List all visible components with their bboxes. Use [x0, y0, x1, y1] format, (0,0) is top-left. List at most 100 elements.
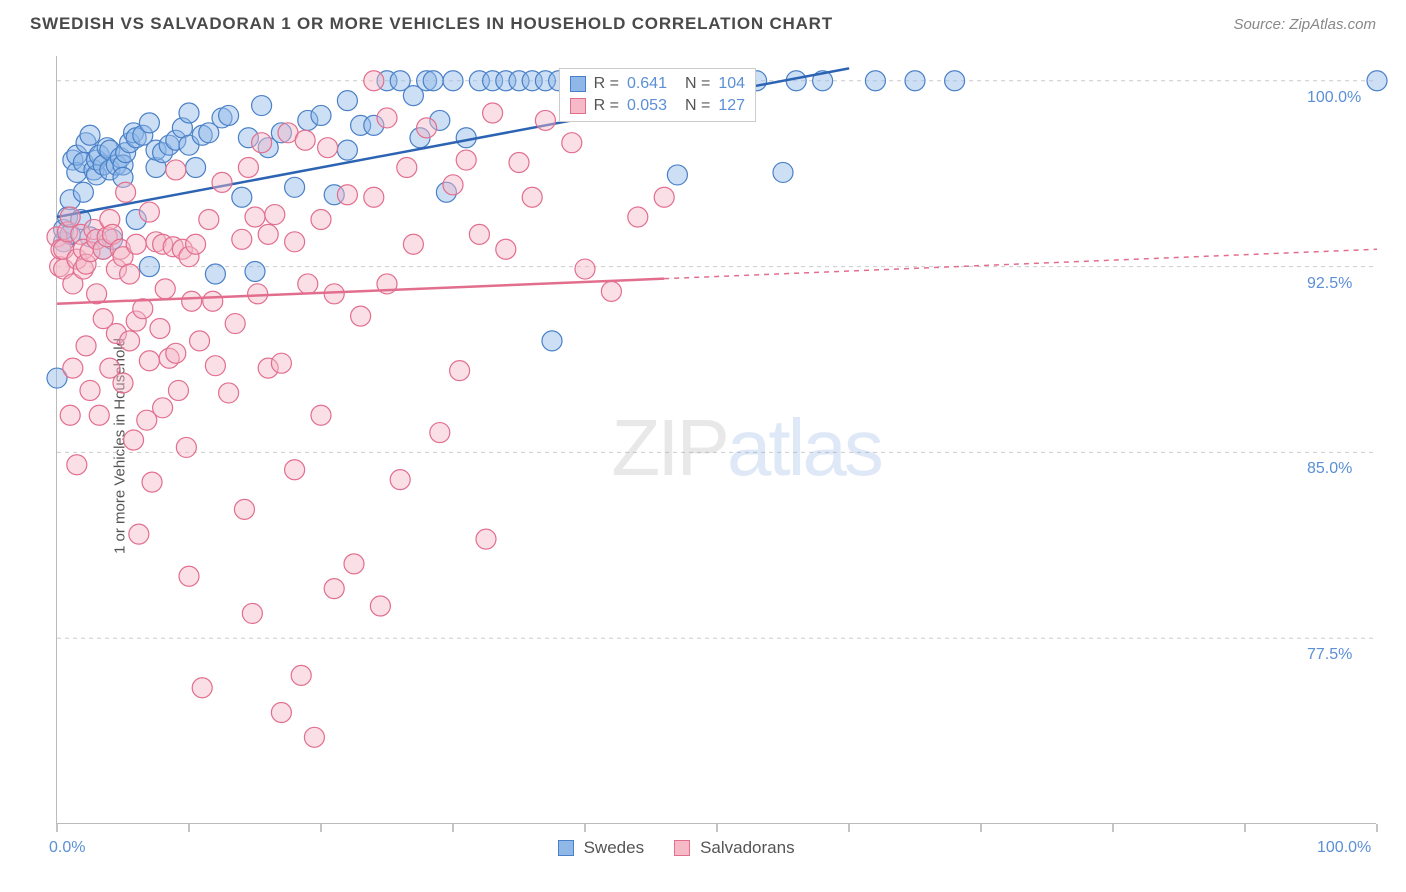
data-point: [67, 455, 87, 475]
data-point: [245, 207, 265, 227]
data-point: [351, 306, 371, 326]
data-point: [89, 405, 109, 425]
data-point: [182, 291, 202, 311]
data-point: [667, 165, 687, 185]
data-point: [773, 162, 793, 182]
data-point: [252, 96, 272, 116]
data-point: [60, 405, 80, 425]
legend-r-label: R =: [594, 97, 619, 115]
data-point: [63, 358, 83, 378]
stats-legend-row: R =0.641N =104: [570, 73, 745, 95]
legend-item: Salvadorans: [674, 838, 795, 858]
data-point: [865, 71, 885, 91]
data-point: [390, 470, 410, 490]
legend-swatch: [674, 840, 690, 856]
data-point: [252, 133, 272, 153]
data-point: [535, 110, 555, 130]
data-point: [285, 177, 305, 197]
correlation-chart: SWEDISH VS SALVADORAN 1 OR MORE VEHICLES…: [0, 0, 1406, 892]
legend-r-value: 0.053: [627, 97, 667, 115]
data-point: [190, 331, 210, 351]
data-point: [291, 665, 311, 685]
data-point: [153, 398, 173, 418]
data-point: [80, 125, 100, 145]
legend-swatch: [570, 98, 586, 114]
data-point: [311, 105, 331, 125]
data-point: [337, 140, 357, 160]
data-point: [496, 239, 516, 259]
data-point: [179, 566, 199, 586]
data-point: [179, 103, 199, 123]
data-point: [168, 380, 188, 400]
x-tick-label: 0.0%: [49, 839, 85, 857]
data-point: [245, 262, 265, 282]
series-legend: Swedes Salvadorans: [558, 838, 795, 858]
data-point: [192, 678, 212, 698]
data-point: [285, 232, 305, 252]
data-point: [205, 264, 225, 284]
legend-n-value: 104: [718, 75, 745, 93]
data-point: [337, 91, 357, 111]
legend-item: Swedes: [558, 838, 644, 858]
data-point: [483, 103, 503, 123]
data-point: [562, 133, 582, 153]
trend-line: [57, 279, 664, 304]
data-point: [176, 437, 196, 457]
legend-swatch: [570, 76, 586, 92]
data-point: [139, 257, 159, 277]
data-point: [116, 182, 136, 202]
data-point: [397, 157, 417, 177]
data-point: [219, 383, 239, 403]
legend-swatch: [558, 840, 574, 856]
data-point: [304, 727, 324, 747]
data-point: [265, 205, 285, 225]
stats-legend-row: R = 0.053 N = 127: [570, 95, 745, 117]
data-point: [186, 234, 206, 254]
data-point: [232, 229, 252, 249]
chart-title: SWEDISH VS SALVADORAN 1 OR MORE VEHICLES…: [30, 14, 833, 34]
data-point: [124, 430, 144, 450]
data-point: [311, 210, 331, 230]
data-point: [60, 207, 80, 227]
data-point: [225, 314, 245, 334]
data-point: [364, 71, 384, 91]
data-point: [522, 187, 542, 207]
legend-r-value: 0.641: [627, 75, 667, 93]
data-point: [628, 207, 648, 227]
data-point: [311, 405, 331, 425]
data-point: [113, 373, 133, 393]
data-point: [126, 234, 146, 254]
data-point: [430, 423, 450, 443]
y-tick-label: 77.5%: [1307, 646, 1406, 664]
data-point: [469, 224, 489, 244]
legend-n-label: N =: [685, 75, 710, 93]
data-point: [150, 319, 170, 339]
data-point: [601, 281, 621, 301]
data-point: [298, 274, 318, 294]
scatter-svg: [57, 56, 1376, 823]
data-point: [285, 460, 305, 480]
y-tick-label: 100.0%: [1307, 89, 1406, 107]
legend-n-value: 127: [718, 97, 745, 115]
data-point: [542, 331, 562, 351]
data-point: [575, 259, 595, 279]
data-point: [443, 175, 463, 195]
stats-legend: R = 0.641 N = 104 R = 0.053 N = 127: [559, 68, 756, 122]
data-point: [199, 210, 219, 230]
data-point: [271, 353, 291, 373]
data-point: [1367, 71, 1387, 91]
data-point: [377, 108, 397, 128]
data-point: [370, 596, 390, 616]
data-point: [166, 343, 186, 363]
data-point: [654, 187, 674, 207]
data-point: [73, 182, 93, 202]
data-point: [450, 361, 470, 381]
data-point: [142, 472, 162, 492]
legend-n-label: N =: [685, 97, 710, 115]
data-point: [337, 185, 357, 205]
data-point: [232, 187, 252, 207]
data-point: [295, 130, 315, 150]
y-tick-label: 85.0%: [1307, 460, 1406, 478]
data-point: [417, 118, 437, 138]
trend-line-dashed: [664, 249, 1377, 278]
